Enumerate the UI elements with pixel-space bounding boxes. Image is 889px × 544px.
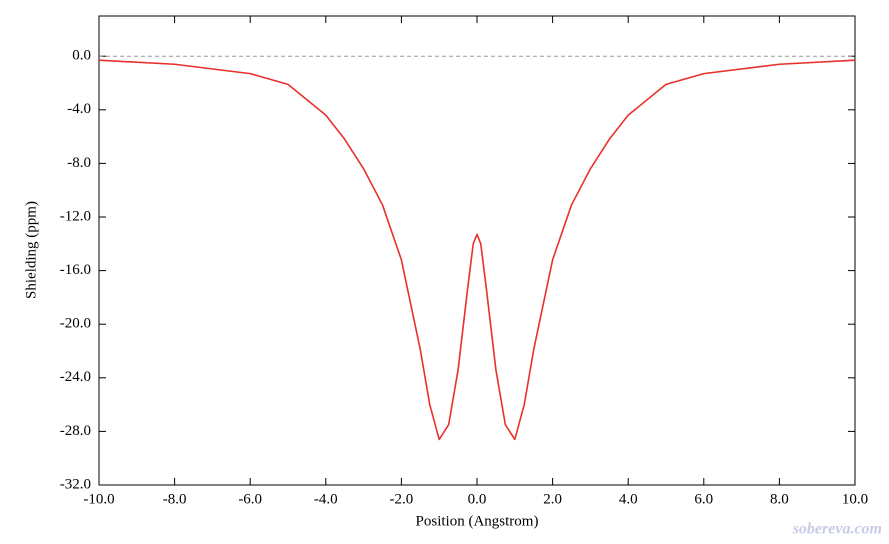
x-tick-label: -4.0 — [314, 491, 338, 507]
y-tick-label: -20.0 — [60, 316, 91, 332]
x-tick-label: -6.0 — [238, 491, 262, 507]
y-tick-label: -28.0 — [60, 423, 91, 439]
x-tick-label: 8.0 — [770, 491, 789, 507]
y-tick-label: -12.0 — [60, 208, 91, 224]
y-tick-label: -24.0 — [60, 369, 91, 385]
x-axis-label: Position (Angstrom) — [416, 513, 539, 529]
x-tick-label: 2.0 — [543, 491, 562, 507]
x-tick-label: 6.0 — [694, 491, 713, 507]
y-tick-label: -8.0 — [67, 155, 91, 171]
x-tick-label: -10.0 — [83, 491, 114, 507]
x-tick-label: 0.0 — [468, 491, 487, 507]
y-tick-label: 0.0 — [72, 48, 91, 64]
x-tick-label: -8.0 — [163, 491, 187, 507]
plot-frame — [98, 15, 856, 486]
y-axis-label: Shielding (ppm) — [23, 201, 39, 299]
y-tick-label: -16.0 — [60, 262, 91, 278]
y-tick-label: -32.0 — [60, 476, 91, 492]
y-tick-label: -4.0 — [67, 101, 91, 117]
watermark: sobereva.com — [792, 521, 882, 538]
x-tick-label: 10.0 — [842, 491, 868, 507]
x-tick-label: 4.0 — [619, 491, 638, 507]
x-tick-label: -2.0 — [390, 491, 414, 507]
data-line — [98, 59, 856, 441]
